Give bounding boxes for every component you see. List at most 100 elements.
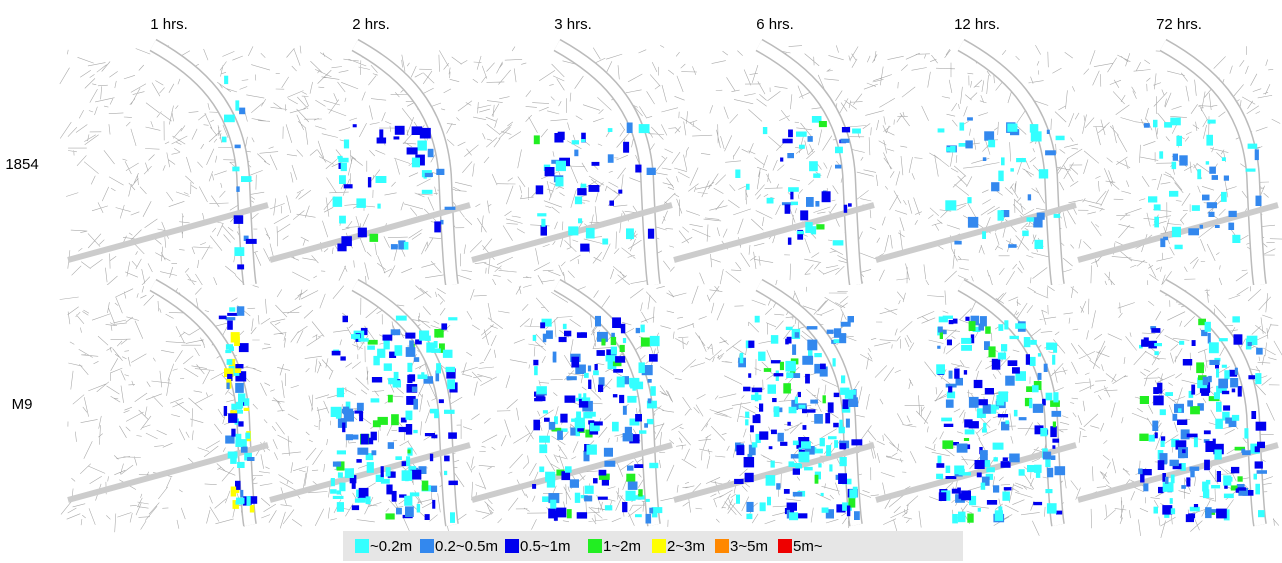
flood-cell	[422, 190, 433, 194]
flood-cell	[409, 374, 415, 381]
flood-cell	[985, 326, 991, 333]
flood-cell	[577, 512, 587, 518]
flood-cell	[807, 340, 817, 351]
flood-cell	[1255, 149, 1259, 160]
flood-cell	[593, 370, 599, 375]
flood-cell	[595, 364, 598, 370]
flood-cell	[391, 329, 401, 335]
flood-cell	[1216, 402, 1222, 412]
flood-cell	[628, 482, 638, 490]
flood-cell	[1229, 211, 1237, 217]
flood-cell	[771, 461, 775, 468]
flood-cell	[787, 153, 794, 158]
flood-cell	[797, 513, 808, 518]
flood-cell	[946, 400, 954, 408]
flood-cell	[774, 406, 780, 417]
flood-cell	[1181, 485, 1186, 489]
flood-cell	[577, 188, 586, 195]
flood-cell	[943, 316, 953, 319]
flood-cell	[768, 385, 777, 394]
flood-cell	[1030, 124, 1039, 133]
flood-cell	[1154, 204, 1161, 210]
flood-cell	[448, 317, 457, 320]
flood-cell	[800, 210, 808, 220]
flood-cell	[237, 462, 245, 468]
flood-cell	[967, 514, 973, 523]
flood-cell	[806, 197, 814, 207]
flood-cell	[641, 325, 645, 333]
flood-cell	[788, 130, 793, 138]
flood-cell	[807, 326, 818, 329]
flood-cell	[611, 337, 616, 345]
flood-cell	[356, 459, 361, 463]
flood-cell	[333, 462, 341, 467]
flood-cell	[1179, 341, 1184, 345]
flood-cell	[444, 410, 455, 414]
flood-cell	[983, 157, 987, 161]
flood-cell	[1030, 357, 1036, 366]
flood-cell	[238, 421, 243, 426]
flood-cell	[1219, 338, 1228, 341]
flood-cell	[799, 452, 810, 463]
flood-cell	[1209, 167, 1216, 174]
column-label: 12 hrs.	[954, 16, 1000, 33]
flood-cell	[1055, 466, 1066, 475]
flood-cell	[635, 165, 641, 173]
flood-cell	[805, 374, 810, 384]
flood-cell	[835, 165, 841, 169]
flood-cell	[1053, 422, 1056, 428]
flood-cell	[755, 316, 760, 323]
flood-cell	[1238, 386, 1242, 397]
flood-cell	[1142, 469, 1152, 475]
flood-cell	[446, 367, 456, 372]
flood-cell	[974, 380, 983, 388]
flood-cell	[226, 344, 233, 350]
flood-cell	[241, 176, 252, 182]
flood-cell	[1212, 175, 1218, 180]
flood-cell	[763, 127, 767, 134]
flood-cell	[391, 414, 399, 425]
flood-cell	[956, 378, 964, 386]
flood-cell	[1222, 365, 1227, 368]
flood-cell	[1248, 342, 1252, 346]
flood-cell	[237, 306, 245, 316]
flood-cell	[1251, 411, 1256, 419]
flood-cell	[952, 514, 958, 523]
flood-cell	[351, 334, 360, 339]
flood-cell	[240, 490, 243, 497]
flood-cell	[1019, 417, 1027, 420]
flood-cell	[815, 201, 819, 207]
map-panel	[871, 285, 1092, 536]
flood-cell	[833, 423, 839, 428]
flood-cell	[1223, 475, 1231, 485]
flood-cell	[845, 391, 853, 399]
flood-cell	[1205, 507, 1212, 518]
flood-cell	[627, 396, 636, 403]
flood-cell	[992, 359, 1001, 370]
flood-cell	[1187, 434, 1198, 438]
flood-cell	[1256, 348, 1263, 355]
legend-swatch	[778, 539, 792, 553]
flood-cell	[1170, 460, 1179, 466]
flood-cell	[764, 368, 771, 372]
flood-cell	[1231, 467, 1239, 473]
flood-cell	[638, 489, 642, 496]
flood-cell	[1209, 342, 1219, 353]
flood-cell	[228, 413, 237, 423]
flood-cell	[771, 335, 778, 344]
flood-cell	[585, 412, 596, 417]
flood-cell	[748, 373, 751, 378]
flood-cell	[238, 393, 245, 402]
flood-cell	[236, 186, 239, 192]
flood-cell	[1016, 158, 1026, 162]
flood-cell	[533, 420, 540, 431]
flood-cell	[225, 436, 234, 444]
flood-cell	[417, 141, 427, 151]
flood-cell	[960, 123, 965, 131]
flood-cell	[998, 171, 1003, 182]
flood-cell	[1052, 439, 1059, 443]
flood-cell	[560, 414, 567, 423]
flood-cell	[344, 184, 353, 188]
flood-cell	[839, 427, 845, 434]
